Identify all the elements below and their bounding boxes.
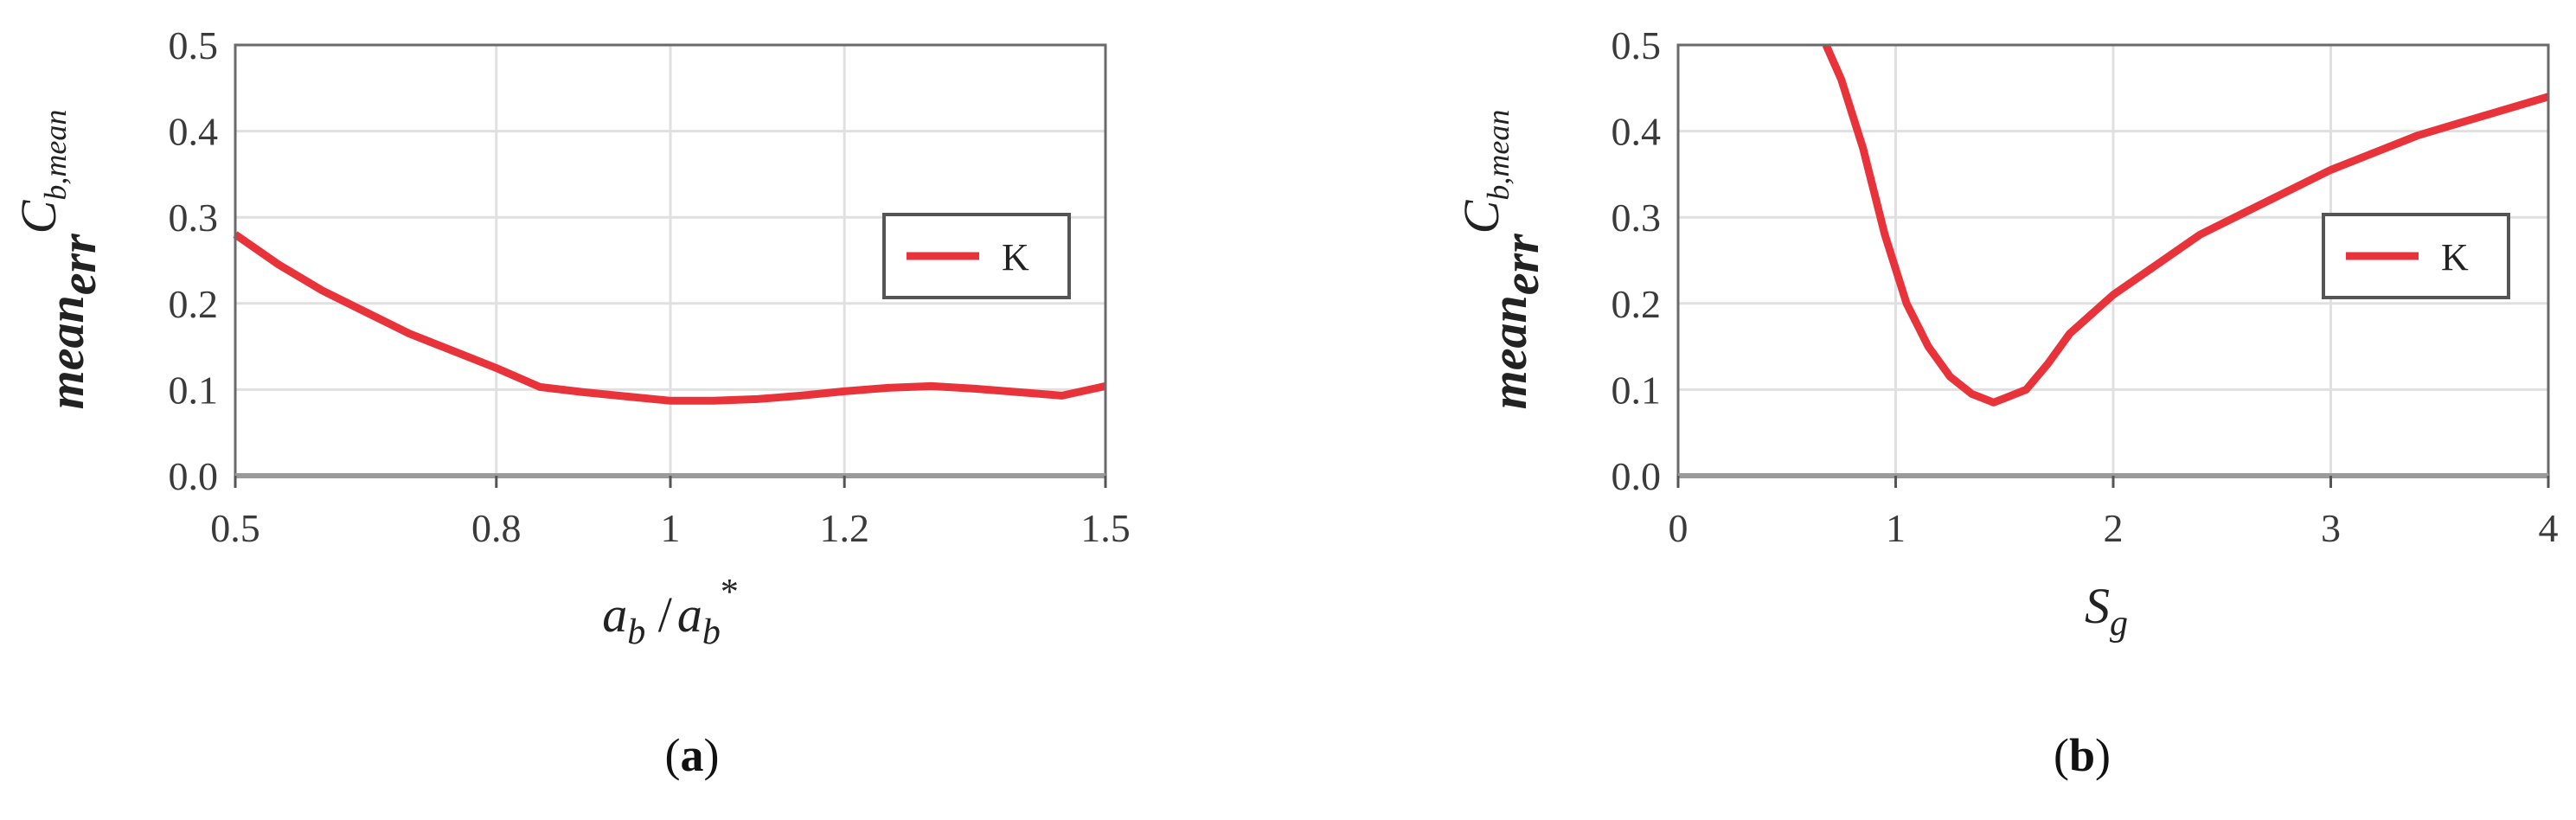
chart-a-x-tick-label: 0.5 [210,506,260,550]
chart-b-legend: K [2322,213,2510,299]
chart-a-series-line-K [233,231,1106,405]
chart-a-y-axis-label: meanerrCb,mean [10,110,106,410]
chart-a-x-tick-label: 1.2 [819,506,869,550]
chart-a-x-tick-label: 1 [661,506,681,550]
chart-b-x-tick-label: 0 [1669,506,1688,550]
chart-b-x-axis-label: Sg [2085,578,2128,644]
chart-b-y-tick-label: 0.1 [1612,368,1662,412]
chart-b-y-tick-label: 0.2 [1612,282,1662,326]
caption-a: (a) [664,729,720,781]
chart-b-y-tick-label: 0.5 [1612,23,1662,67]
chart-a-y-tick-label: 0.0 [169,454,219,498]
chart-a-legend-label: K [1002,236,1029,279]
chart-b-svg: 0 1 2 3 4 0.0 0.1 0.2 0.3 0.4 0.5 K Sg meanerrCb,mean [1453,23,2559,644]
chart-b-legend-label: K [2441,236,2469,279]
chart-b-y-tick-label: 0.0 [1612,454,1662,498]
chart-a-y-tick-label: 0.4 [169,110,219,154]
chart-a-y-tick-label: 0.3 [169,195,219,240]
chart-a-legend: K [882,213,1071,299]
chart-b-x-tick-label: 1 [1886,506,1906,550]
chart-b-y-tick-label: 0.3 [1612,195,1662,240]
chart-b-x-tick-label: 3 [2321,506,2341,550]
chart-a-svg: 0.5 0.8 1 1.2 1.5 0.0 0.1 0.2 0.3 0.4 0.5 Kab / ab* m… [10,23,1131,652]
chart-a-y-tick-label: 0.1 [169,368,219,412]
chart-b-y-axis-label: meanerrCb,mean [1453,110,1549,410]
caption-b: (b) [2053,729,2111,781]
chart-b-y-tick-label: 0.4 [1612,110,1662,154]
chart-a-x-tick-label: 1.5 [1080,506,1131,550]
chart-panel-b: 0 1 2 3 4 0.0 0.1 0.2 0.3 0.4 0.5 K Sg meanerrCb,mean… [1288,0,2576,820]
chart-a-x-axis-label: ab / ab* [602,573,739,652]
chart-b-x-tick-label: 4 [2539,506,2559,550]
chart-a-x-tick-label: 0.8 [471,506,522,550]
chart-b-series-line-K [1822,43,2550,407]
chart-a-y-tick-label: 0.5 [169,23,219,67]
chart-a-y-tick-label: 0.2 [169,282,219,326]
chart-b-x-tick-label: 2 [2104,506,2124,550]
